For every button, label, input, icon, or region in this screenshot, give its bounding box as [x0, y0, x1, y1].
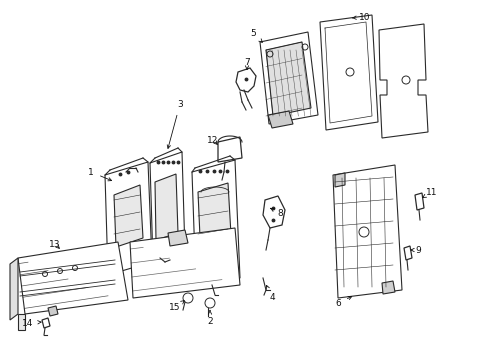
Polygon shape: [236, 68, 256, 92]
Polygon shape: [381, 281, 394, 294]
Text: 4: 4: [266, 285, 274, 302]
Text: 3: 3: [167, 99, 183, 148]
Text: 1: 1: [88, 167, 111, 181]
Polygon shape: [198, 183, 231, 260]
Polygon shape: [218, 137, 242, 162]
Polygon shape: [155, 174, 178, 240]
Polygon shape: [260, 32, 317, 124]
Polygon shape: [403, 246, 411, 260]
Text: 5: 5: [250, 28, 262, 42]
Text: 15: 15: [169, 301, 184, 312]
Polygon shape: [168, 230, 187, 246]
Text: 12: 12: [207, 135, 218, 144]
Polygon shape: [334, 173, 345, 187]
Polygon shape: [414, 193, 423, 210]
Text: 2: 2: [207, 310, 212, 327]
Text: 6: 6: [334, 297, 351, 307]
Polygon shape: [150, 152, 184, 262]
Polygon shape: [10, 258, 18, 320]
Polygon shape: [18, 242, 128, 314]
Polygon shape: [105, 162, 152, 275]
Polygon shape: [192, 160, 240, 288]
Polygon shape: [265, 42, 310, 116]
Text: 13: 13: [49, 239, 61, 248]
Text: 14: 14: [22, 319, 41, 328]
Polygon shape: [48, 306, 58, 316]
Polygon shape: [155, 248, 162, 264]
Text: 8: 8: [270, 208, 282, 217]
Polygon shape: [332, 165, 401, 298]
Text: 10: 10: [351, 13, 370, 22]
Polygon shape: [130, 228, 240, 298]
Text: 11: 11: [422, 188, 437, 198]
Polygon shape: [18, 314, 25, 330]
Polygon shape: [263, 196, 285, 228]
Polygon shape: [267, 111, 292, 128]
Polygon shape: [42, 318, 50, 328]
Text: 7: 7: [244, 58, 249, 69]
Polygon shape: [207, 273, 222, 287]
Text: 9: 9: [410, 246, 420, 255]
Polygon shape: [378, 24, 427, 138]
Polygon shape: [319, 15, 377, 130]
Polygon shape: [114, 185, 142, 247]
